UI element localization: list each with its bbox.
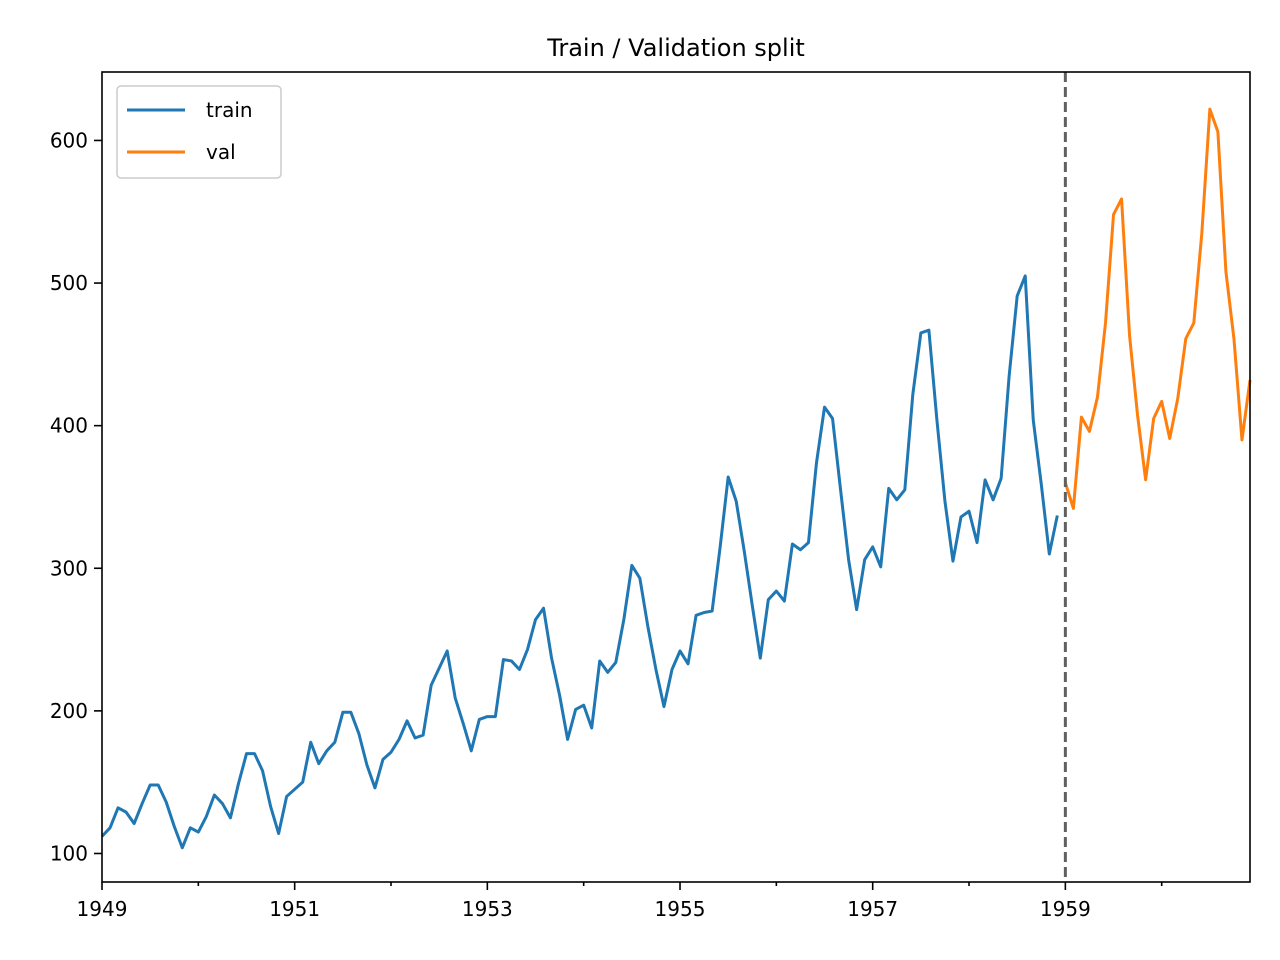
y-tick-label: 500 <box>50 271 88 295</box>
x-tick-label: 1955 <box>655 897 706 921</box>
legend: train val <box>116 85 282 179</box>
y-tick-label: 200 <box>50 699 88 723</box>
y-tick-label: 400 <box>50 414 88 438</box>
x-tick-label: 1957 <box>847 897 898 921</box>
series-line-train <box>100 274 1059 850</box>
y-tick-label: 600 <box>50 128 88 152</box>
y-tick-label: 100 <box>50 841 88 865</box>
y-tick-label: 300 <box>50 556 88 580</box>
chart-title: Train / Validation split <box>546 34 805 62</box>
x-tick-label: 1949 <box>77 897 128 921</box>
legend-label-train: train <box>206 98 253 122</box>
x-tick-label: 1959 <box>1040 897 1091 921</box>
x-tick-label: 1951 <box>269 897 320 921</box>
axes-frame <box>101 71 1251 883</box>
legend-box <box>116 85 282 179</box>
legend-label-val: val <box>206 140 236 164</box>
plot-area <box>100 72 1252 882</box>
series-line-val <box>1063 107 1252 510</box>
x-tick-label: 1953 <box>462 897 513 921</box>
axes: 1949 1951 1953 1955 1957 1959 100 200 300 400 500 6… <box>50 128 1163 921</box>
